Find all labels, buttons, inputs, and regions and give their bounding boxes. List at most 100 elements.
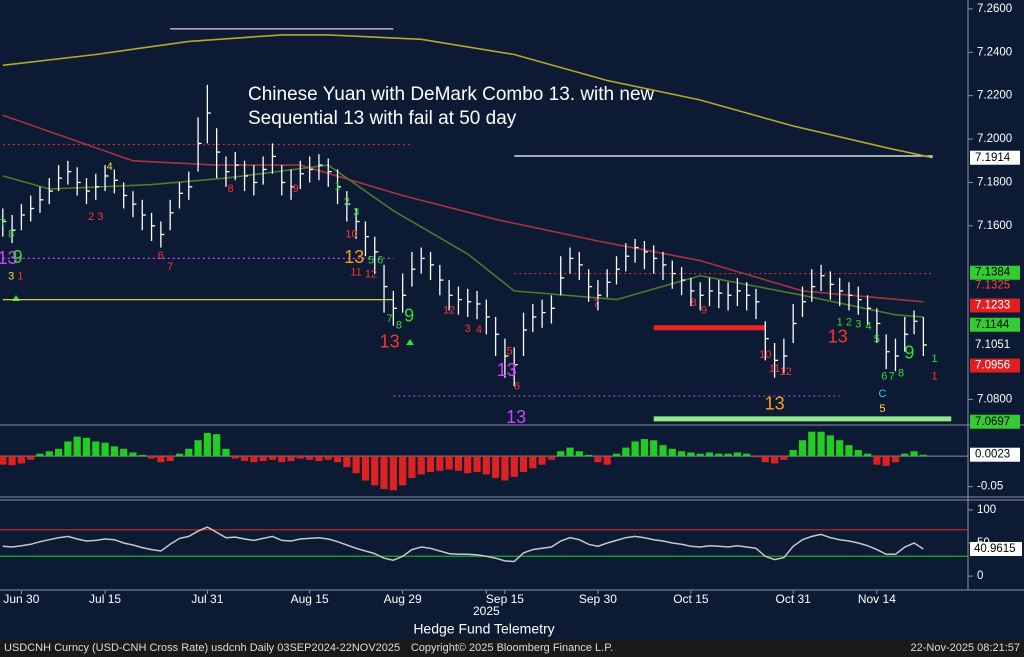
- histogram-bar: [910, 451, 918, 457]
- histogram-bar: [492, 456, 500, 479]
- demark-count: 10: [759, 349, 771, 361]
- x-tick-label: Jul 31: [191, 592, 223, 606]
- price-label-box: [970, 265, 1020, 280]
- demark-count: 9: [701, 304, 707, 316]
- histogram-bar: [454, 456, 463, 471]
- demark-count: 1: [931, 353, 937, 365]
- histogram-bar: [147, 456, 156, 459]
- histogram-bar: [129, 452, 137, 457]
- y-tick-label: 0: [977, 570, 983, 582]
- histogram-bar: [882, 456, 890, 466]
- histogram-bar: [473, 456, 481, 472]
- demark-count: 7: [167, 261, 173, 273]
- histogram-bar: [519, 456, 528, 472]
- histogram-bar: [845, 445, 853, 457]
- moving-average: [2, 114, 924, 303]
- histogram-bar: [194, 440, 202, 457]
- demark-count: 6: [514, 380, 520, 392]
- histogram-bar: [213, 434, 221, 457]
- x-tick-label: Sep 15: [486, 592, 524, 606]
- histogram-bar: [101, 442, 109, 457]
- demark-count: 3: [8, 271, 14, 283]
- histogram-bar: [631, 441, 639, 457]
- demark-count: 5: [368, 254, 374, 266]
- histogram-bar: [287, 456, 295, 461]
- demark-count: 4: [476, 324, 482, 336]
- x-tick-label: Aug 29: [384, 592, 422, 606]
- demark-count: 7: [889, 371, 895, 383]
- demark-count: 3: [465, 323, 471, 335]
- histogram-bar: [696, 453, 704, 457]
- histogram-bar: [510, 456, 518, 477]
- demark-count: 8: [8, 228, 14, 240]
- price-label-box: [970, 298, 1020, 313]
- histogram-bar: [417, 456, 425, 475]
- footer-left: USDCNH Curncy (USD-CNH Cross Rate) usdcn…: [4, 642, 400, 654]
- demark-count: 13: [380, 332, 400, 352]
- y-tick-label: 7.2400: [977, 46, 1012, 58]
- demark-count: 1: [931, 371, 937, 383]
- price-label: 7.1914: [975, 152, 1011, 164]
- demark-count: 4: [865, 321, 871, 333]
- demark-count: 12: [780, 366, 792, 378]
- demark-count: 3: [97, 211, 103, 223]
- price-label: 7.1051: [975, 339, 1010, 351]
- demark-count: 2: [846, 316, 852, 328]
- histogram-bar: [854, 450, 862, 457]
- footer-center: Copyright© 2025 Bloomberg Finance L.P.: [411, 642, 613, 654]
- histogram-bar: [677, 451, 686, 457]
- demark-count: 8: [228, 183, 234, 195]
- histogram-bar: [873, 456, 881, 465]
- histogram-bar: [185, 448, 193, 457]
- histogram-bar: [901, 453, 909, 457]
- histogram-bar: [138, 454, 146, 457]
- histogram-bar: [82, 437, 91, 457]
- histogram-bar: [575, 451, 583, 457]
- demark-count: 2: [344, 196, 350, 208]
- y-tick-label: 100: [977, 504, 996, 516]
- histogram-bar: [919, 454, 927, 457]
- y-tick-label: 7.2000: [977, 133, 1012, 145]
- x-tick-label: Nov 14: [858, 592, 896, 606]
- histogram-bar: [222, 448, 230, 457]
- demark-count: 2: [88, 211, 94, 223]
- histogram-bar: [891, 456, 900, 463]
- demark-count: 5: [507, 346, 513, 358]
- histogram-bar: [45, 451, 53, 457]
- value-box: [970, 447, 1020, 462]
- histogram-bar: [54, 448, 63, 457]
- y-tick-label: 7.0800: [977, 393, 1012, 405]
- y-tick-label: 7.2200: [977, 90, 1012, 102]
- histogram-bar: [798, 440, 807, 457]
- histogram-bar: [240, 456, 249, 461]
- x-tick-label: Jun 30: [3, 592, 39, 606]
- histogram-bar: [538, 456, 546, 465]
- value-box-label: 40.9615: [974, 543, 1016, 555]
- price-label-box: [970, 150, 1020, 165]
- histogram-bar: [306, 456, 314, 460]
- demark-count: 8: [691, 297, 697, 309]
- histogram-bar: [380, 456, 388, 490]
- histogram-bar: [659, 445, 667, 457]
- price-label-box: [970, 414, 1020, 429]
- demark-count: 12: [365, 269, 377, 281]
- histogram-bar: [640, 439, 649, 457]
- histogram-bar: [557, 451, 565, 457]
- histogram-bar: [566, 447, 574, 457]
- histogram-bar: [668, 448, 676, 457]
- histogram-bar: [120, 448, 128, 457]
- histogram-bar: [705, 452, 714, 457]
- demark-count: 7: [0, 218, 6, 230]
- demark-count: 11: [350, 266, 361, 278]
- histogram-bar: [622, 447, 630, 457]
- price-label-box: [970, 317, 1020, 332]
- demark-count: 9: [293, 183, 299, 195]
- histogram-bar: [770, 456, 779, 464]
- demark-count: 1: [17, 271, 23, 283]
- histogram-bar: [371, 456, 379, 486]
- demark-count: 7: [387, 313, 393, 325]
- price-label-box: [970, 337, 1020, 352]
- histogram-bar: [278, 456, 286, 463]
- histogram-bar: [166, 456, 174, 461]
